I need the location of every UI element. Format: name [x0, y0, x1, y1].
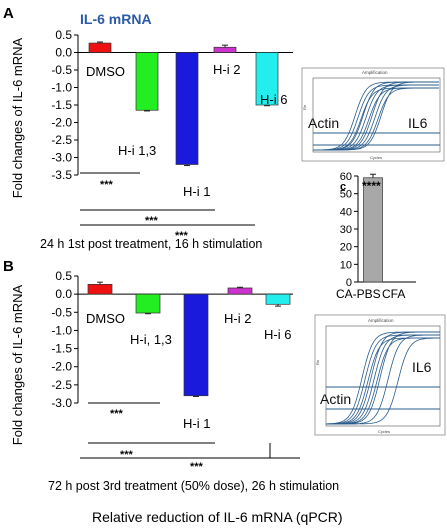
category-label: H-i 1: [183, 184, 210, 199]
category-label: H-i 1: [183, 416, 210, 431]
panel-c-bars: [363, 173, 383, 283]
panel-a: A IL-6 mRNA Fold changes of IL-6 mRNA 0.…: [3, 5, 293, 251]
panel-a-title: IL-6 mRNA: [80, 11, 152, 27]
panel-a-label: A: [3, 5, 14, 22]
sig-stars: ***: [175, 230, 189, 242]
y-tick-label: -0.5: [51, 63, 72, 77]
y-tick-label: 60: [340, 171, 352, 183]
category-label: DMSO: [86, 64, 125, 79]
category-label: CA-PBS: [336, 287, 381, 301]
y-tick-label: -2.0: [51, 360, 72, 374]
bar: [87, 283, 113, 295]
category-label: H-i 2: [213, 62, 240, 77]
y-tick-label: -1.5: [51, 98, 72, 112]
amplification-plot-b: Amplification Rn Cycles Actin IL6: [314, 314, 446, 436]
amplification-curves: [313, 81, 439, 151]
category-label: H-i 1,3: [118, 143, 156, 158]
y-tick-label: -2.0: [51, 116, 72, 130]
amplification-curves: [325, 331, 441, 425]
y-tick-label: -2.5: [51, 378, 72, 392]
bar: [135, 52, 159, 111]
actin-label: Actin: [320, 391, 351, 407]
sig-stars: ***: [110, 408, 124, 420]
bar: [175, 52, 199, 165]
panel-a-y-axis: 0.5 0.0 -0.5 -1.0 -1.5 -2.0 -2.5 -3.0 -3.5: [51, 28, 293, 182]
y-tick-label: -3.0: [51, 396, 72, 410]
sig-stars: ***: [145, 215, 159, 227]
category-label: H-i 2: [224, 311, 251, 326]
panel-a-bars: [88, 41, 279, 167]
category-label: CFA: [382, 287, 405, 301]
sig-stars: ***: [100, 179, 114, 191]
y-tick-label: -3.5: [51, 168, 72, 182]
y-tick-label: 0.5: [55, 269, 72, 283]
y-tick-label: 0.0: [55, 46, 72, 60]
amplification-plot-a: Amplification Rn Cycles Actin IL6: [301, 67, 445, 162]
panel-b-category-labels: DMSO H-i, 1,3 H-i 1 H-i 2 H-i 6: [86, 311, 291, 431]
il6-label: IL6: [412, 359, 432, 375]
bar: [227, 287, 253, 295]
category-label: H-i 6: [264, 327, 291, 342]
panel-b-condition-caption: 72 h post 3rd treatment (50% dose), 26 h…: [48, 479, 339, 493]
y-tick-label: -3.0: [51, 151, 72, 165]
category-label: H-i 6: [260, 92, 287, 107]
sig-stars: ***: [120, 449, 134, 461]
panel-b-significance: *** *** ***: [80, 402, 300, 473]
amplification-plot-frame: [314, 314, 446, 436]
amplification-curve: [326, 337, 441, 425]
y-tick-label: -1.0: [51, 323, 72, 337]
panel-b-bars: [87, 281, 291, 397]
panel-a-category-labels: DMSO H-i 1,3 H-i 1 H-i 2 H-i 6: [86, 62, 287, 199]
actin-label: Actin: [308, 115, 339, 131]
category-label: DMSO: [86, 311, 125, 326]
amplification-plot-area: [325, 325, 441, 427]
y-tick-label: 0: [346, 277, 352, 289]
category-label: H-i, 1,3: [130, 332, 172, 347]
amplification-plot-title: Amplification: [368, 318, 394, 323]
panel-a-significance: *** *** ***: [80, 172, 255, 242]
amplification-plot-x-label: Cycles: [370, 155, 382, 160]
panel-c-y-axis: 60 50 40 30 20 10 0: [340, 171, 416, 289]
panel-c-significance-stars: ****: [362, 179, 381, 193]
panel-a-y-axis-label: Fold changes of IL-6 mRNA: [10, 37, 25, 198]
y-tick-label: 20: [340, 242, 352, 254]
il6-label: IL6: [408, 115, 428, 131]
y-tick-label: 30: [340, 224, 352, 236]
panel-b-y-axis: 0.5 0.0 -0.5 -1.0 -1.5 -2.0 -2.5 -3.0: [51, 269, 293, 410]
y-tick-label: -0.5: [51, 305, 72, 319]
amplification-plot-area: [312, 77, 441, 153]
bar: [135, 293, 161, 314]
y-tick-label: 10: [340, 259, 352, 271]
panel-b-y-axis-label: Fold changes of IL-6 mRNA: [10, 284, 25, 445]
y-tick-label: -1.0: [51, 81, 72, 95]
panel-b-label: B: [3, 258, 14, 275]
y-tick-label: -2.5: [51, 133, 72, 147]
sig-stars: ***: [190, 461, 204, 473]
amplification-plot-y-label: Rn: [315, 360, 320, 365]
amplification-curve: [313, 81, 439, 151]
bar: [265, 293, 291, 305]
y-tick-label: 0.5: [55, 28, 72, 42]
y-tick-label: -1.5: [51, 342, 72, 356]
panel-b: B Fold changes of IL-6 mRNA 0.5 0.0 -0.5 -1…: [3, 258, 339, 493]
panel-a-condition-caption: 24 h 1st post treatment, 16 h stimulatio…: [40, 237, 262, 251]
y-tick-label: 40: [340, 206, 352, 218]
amplification-plot-y-label: Rn: [302, 105, 307, 110]
panel-c: c 60 50 40 30 20 10 0 CA-PBS CFA ****: [336, 171, 416, 301]
bar: [88, 42, 112, 53]
y-tick-label: 0.0: [55, 287, 72, 301]
bar: [213, 46, 237, 53]
y-tick-label: 50: [340, 189, 352, 201]
footer-caption: Relative reduction of IL-6 mRNA (qPCR): [92, 509, 343, 525]
bar: [183, 293, 209, 397]
panel-c-label: c: [340, 181, 346, 193]
panel-c-category-labels: CA-PBS CFA: [336, 287, 405, 301]
bar: [363, 177, 383, 283]
amplification-plot-title: Amplification: [362, 70, 388, 75]
amplification-plot-x-label: Cycles: [378, 429, 390, 434]
